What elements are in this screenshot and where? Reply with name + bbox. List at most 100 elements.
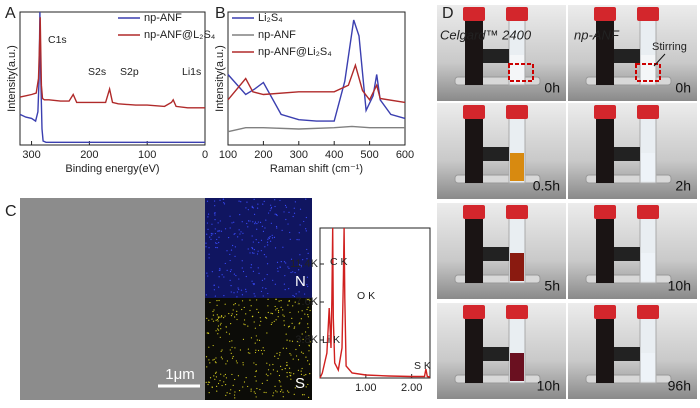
dot (302, 338, 304, 340)
dot (253, 252, 255, 254)
dot (275, 319, 277, 321)
dot (206, 317, 208, 319)
dot (242, 232, 244, 234)
dot (254, 342, 256, 344)
dot (236, 362, 238, 364)
dot (306, 248, 308, 251)
annotation: S2p (120, 66, 139, 78)
dot (249, 220, 251, 222)
time-label: 10h (537, 378, 560, 394)
dot (217, 222, 219, 224)
dot (260, 320, 262, 322)
dot (216, 318, 219, 321)
dot (221, 358, 223, 360)
dot (208, 319, 210, 321)
dot (275, 298, 277, 300)
dot (231, 373, 233, 376)
dot (225, 331, 228, 333)
dot (294, 326, 296, 328)
dot (215, 246, 217, 249)
dot (297, 369, 300, 371)
dot (275, 225, 278, 228)
dot (308, 345, 311, 347)
dot (245, 207, 247, 209)
dot (208, 253, 210, 255)
dot (249, 252, 251, 254)
cap (463, 105, 485, 119)
dot (250, 267, 252, 269)
tube (465, 19, 483, 85)
dot (267, 238, 269, 240)
cap (637, 205, 659, 219)
dot (234, 316, 236, 318)
dot (208, 381, 211, 383)
dot (206, 233, 208, 235)
cap (637, 105, 659, 119)
dot (250, 390, 252, 392)
dot (267, 292, 269, 295)
dot (288, 325, 290, 327)
dot (251, 252, 254, 254)
dot (265, 391, 267, 394)
liquid (641, 55, 655, 83)
dot (272, 392, 275, 394)
dot (229, 227, 231, 229)
dot (260, 239, 263, 241)
dot (266, 241, 269, 243)
dot (298, 344, 301, 347)
clamp (614, 247, 640, 261)
dot (271, 313, 274, 315)
dot (276, 267, 279, 269)
dot (305, 386, 307, 388)
dot (220, 373, 222, 375)
dot (274, 355, 276, 357)
dot (234, 391, 236, 393)
dot (267, 375, 269, 377)
dot (302, 259, 304, 261)
dot (205, 246, 207, 248)
dot (207, 383, 209, 386)
dot (261, 225, 263, 227)
dot (277, 311, 280, 313)
tube (596, 217, 614, 283)
dot (236, 313, 238, 316)
annotation: O K (357, 290, 375, 302)
dot (209, 362, 211, 364)
dot (229, 253, 231, 256)
dot (284, 289, 286, 291)
dot (286, 372, 288, 374)
dot (217, 329, 220, 331)
dot (220, 315, 223, 317)
dot (298, 232, 300, 234)
dot (216, 314, 218, 316)
dot (252, 241, 254, 243)
dot (223, 317, 225, 319)
liquid (510, 55, 524, 83)
dot (215, 330, 217, 332)
dot (247, 348, 249, 350)
dot (299, 208, 302, 210)
dot (286, 339, 288, 341)
dot (257, 311, 260, 313)
dot (210, 234, 213, 236)
dot (210, 232, 212, 235)
dot (215, 362, 217, 364)
dot (305, 216, 307, 219)
dot (277, 270, 279, 272)
dot (287, 266, 289, 268)
dot (245, 288, 247, 290)
dot (254, 351, 257, 354)
dot (251, 206, 253, 209)
dot (284, 368, 286, 370)
dot (263, 253, 266, 256)
x-tick-label: 0 (202, 149, 208, 161)
dot (215, 319, 217, 321)
dot (234, 378, 236, 381)
dot (232, 384, 234, 387)
dot (252, 207, 254, 209)
dot (236, 310, 238, 312)
dot (307, 314, 309, 316)
clamp (614, 147, 640, 161)
dot (290, 258, 293, 260)
y-axis-label: Intensity(a.u.) (214, 45, 226, 112)
